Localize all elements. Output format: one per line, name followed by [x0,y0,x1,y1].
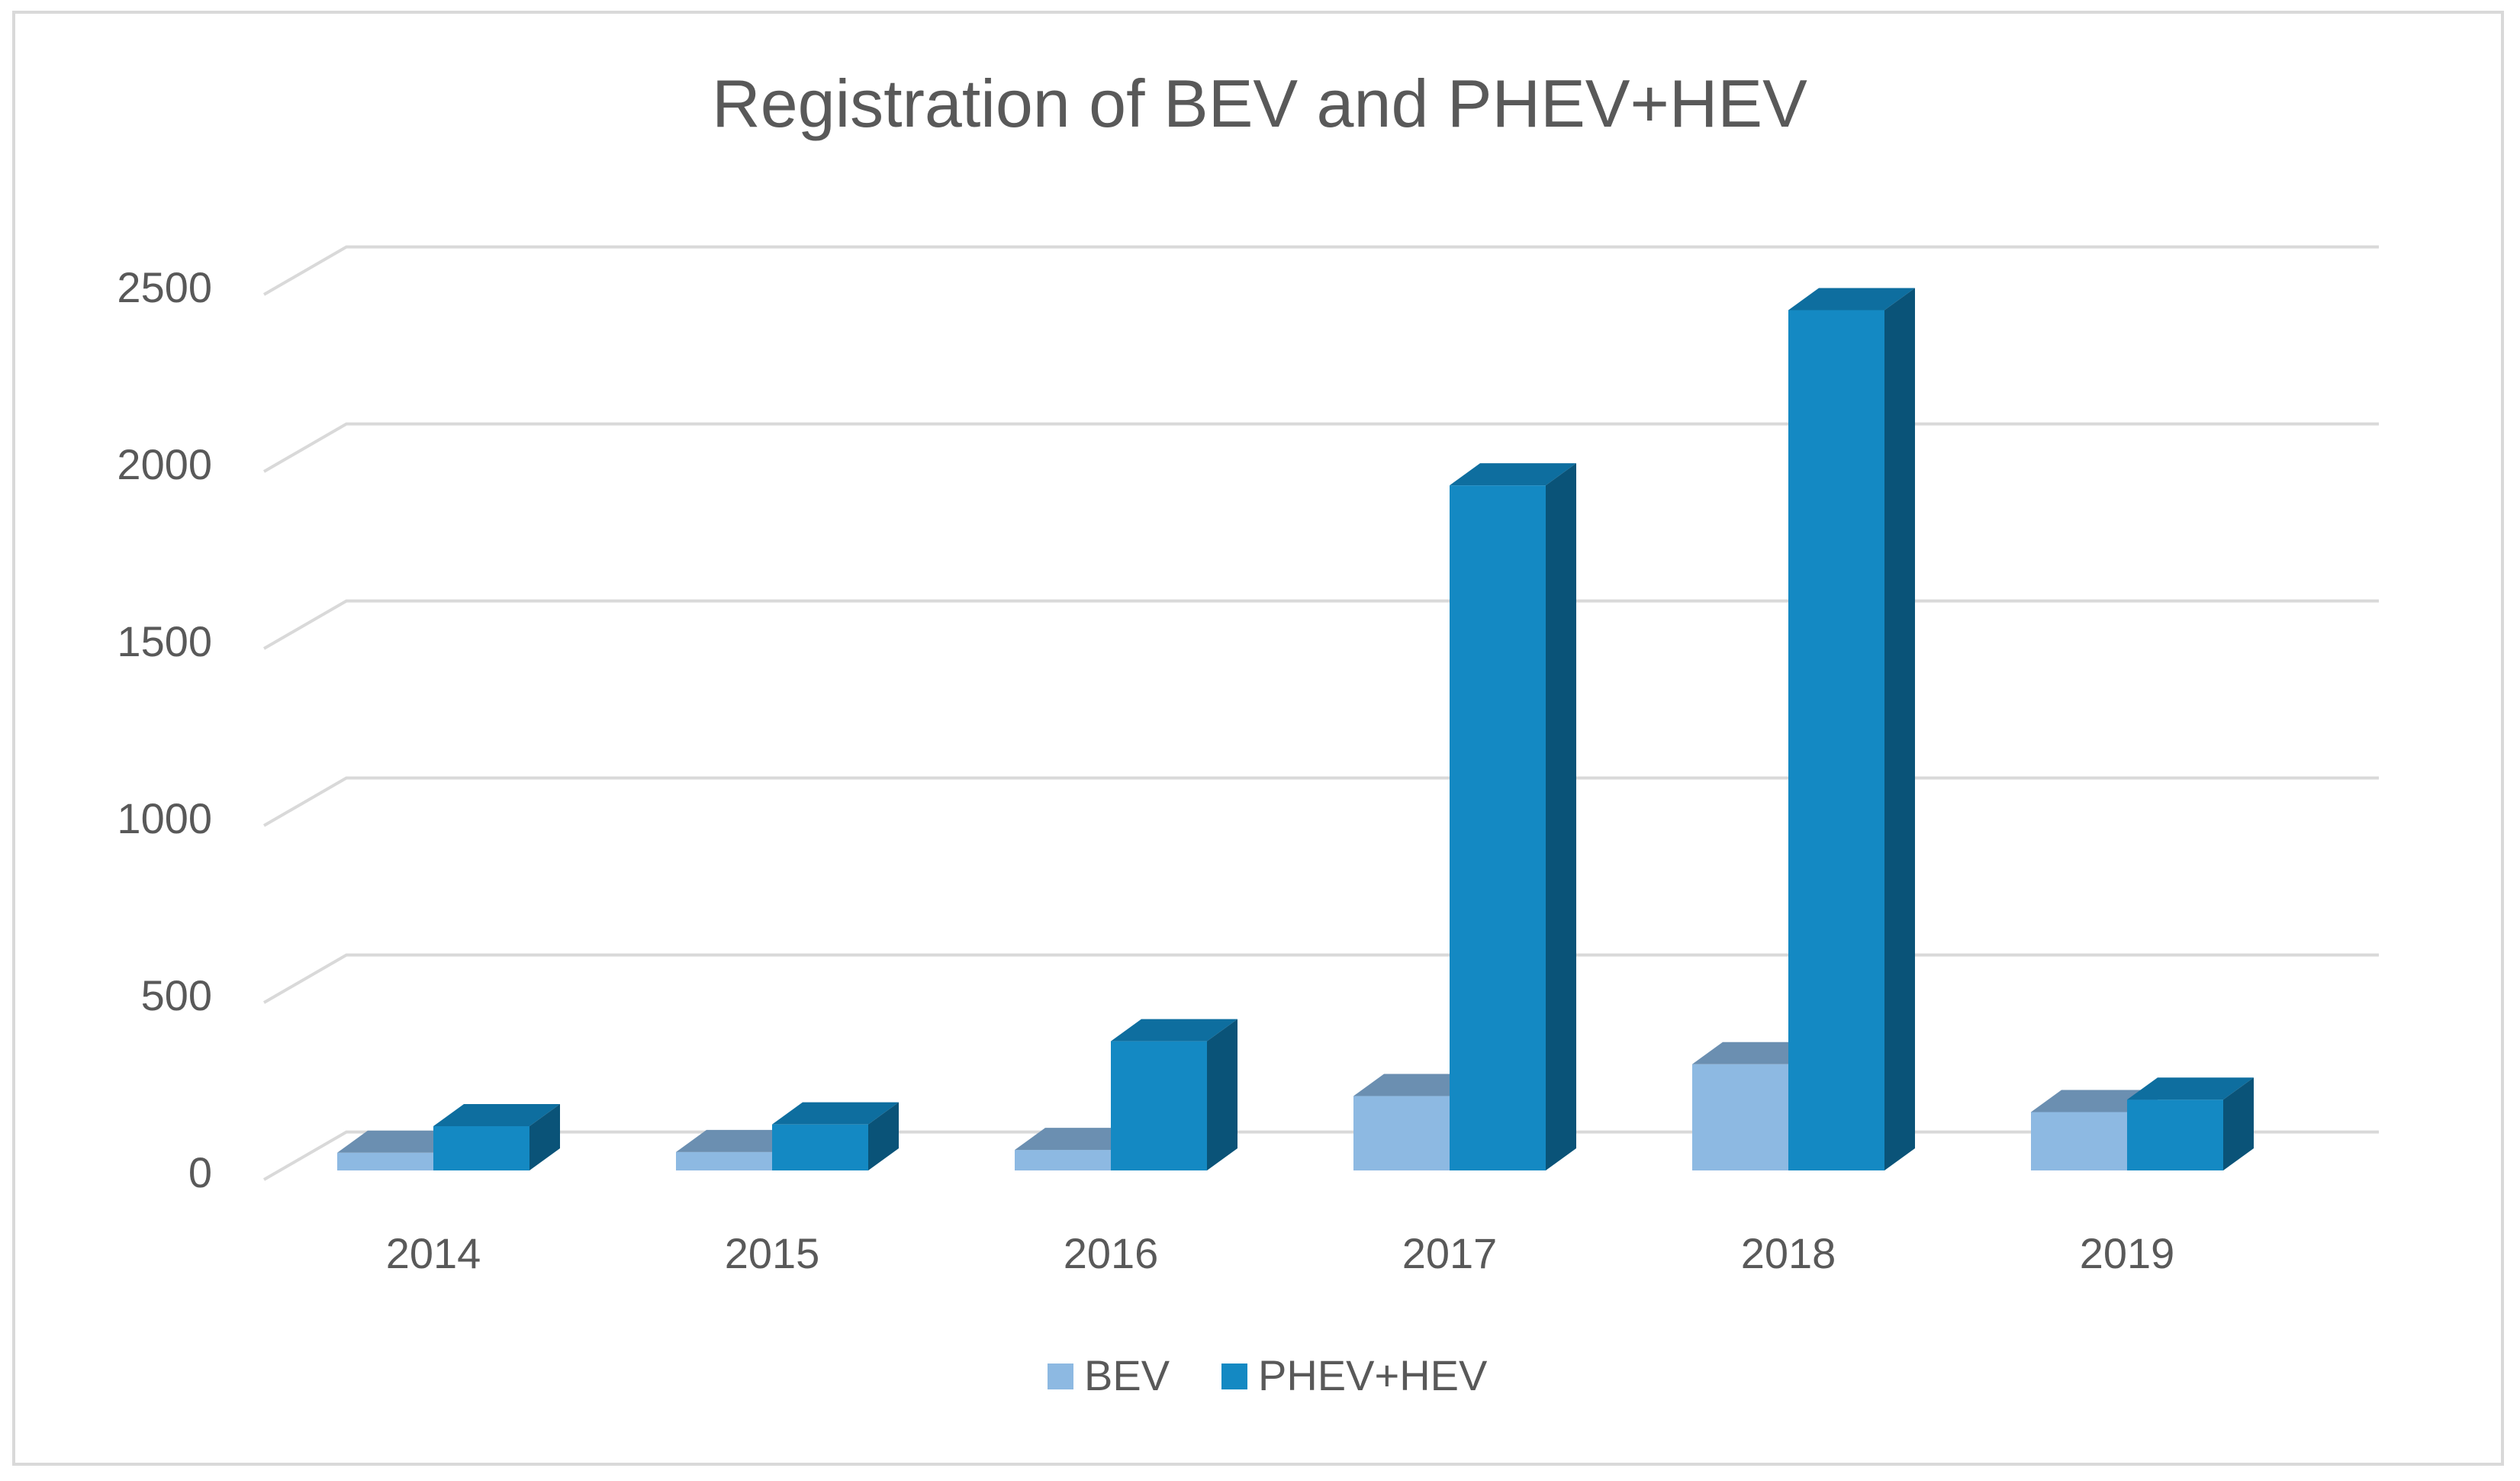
bar-top [772,1102,899,1125]
bar-top [1692,1042,1819,1064]
legend-swatch-phev-hev [1221,1363,1247,1389]
bar-front [1788,310,1884,1171]
gridline [263,599,2379,650]
bar-side [529,1104,560,1170]
bar-top [1111,1019,1237,1042]
bar-phev-hev-2019 [2127,1077,2254,1170]
bar-top [1788,288,1915,311]
bar-top [1015,1128,1141,1151]
legend-label-phev-hev: PHEV+HEV [1258,1351,1488,1399]
bar-side [1546,463,1576,1170]
bar-front [676,1151,772,1170]
y-tick-label: 0 [188,1148,212,1196]
x-tick-label: 2014 [386,1229,481,1277]
bar-phev-hev-2017 [1450,463,1576,1170]
y-tick-label: 2000 [117,440,212,488]
bar-front [1692,1064,1788,1170]
bar-side [868,1102,899,1170]
y-tick-label: 2500 [117,263,212,311]
legend-swatch-bev [1048,1363,1073,1389]
x-tick-label: 2019 [2080,1229,2175,1277]
bar-phev-hev-2018 [1788,288,1915,1171]
x-tick-label: 2018 [1741,1229,1836,1277]
bar-side [1207,1019,1237,1170]
chart-frame [12,11,2504,1466]
bar-top [433,1104,560,1126]
bars [337,288,2254,1171]
bar-top [1353,1074,1480,1096]
legend: BEV PHEV+HEV [1048,1351,1488,1399]
gridline [263,953,2379,1004]
gridline [263,422,2379,473]
bar-front [1111,1041,1207,1170]
y-tick-label: 1000 [117,794,212,842]
y-tick-label: 500 [141,971,212,1019]
bar-front [2127,1099,2223,1170]
y-axis-tick-labels: 0 500 1000 1500 2000 2500 [117,263,212,1196]
x-tick-label: 2016 [1064,1229,1159,1277]
legend-label-bev: BEV [1084,1351,1170,1399]
bar-bev-2018 [1692,1042,1819,1170]
bar-side [2223,1077,2254,1170]
bar-side [1884,288,1915,1171]
bar-front [337,1152,433,1170]
bar-front [2031,1112,2127,1170]
y-tick-label: 1500 [117,617,212,665]
bar-phev-hev-2014 [433,1104,560,1170]
gridline [263,245,2379,296]
bar-phev-hev-2015 [772,1102,899,1170]
x-tick-label: 2017 [1402,1229,1498,1277]
x-tick-label: 2015 [725,1229,820,1277]
bar-phev-hev-2016 [1111,1019,1237,1170]
bar-front [433,1126,529,1170]
bar-top [337,1130,464,1153]
gridline [263,776,2379,827]
bar-front [772,1124,868,1170]
bar-top [2031,1090,2158,1112]
bar-top [2127,1077,2254,1100]
gridlines [263,245,2379,1181]
bar-top [676,1129,803,1152]
bar-top [1450,463,1576,486]
bar-front [1450,485,1546,1170]
bar-front [1015,1150,1111,1170]
bar-front [1353,1096,1450,1170]
x-axis-tick-labels: 2014 2015 2016 2017 2018 2019 [386,1229,2175,1277]
chart-title: Registration of BEV and PHEV+HEV [712,66,1807,141]
